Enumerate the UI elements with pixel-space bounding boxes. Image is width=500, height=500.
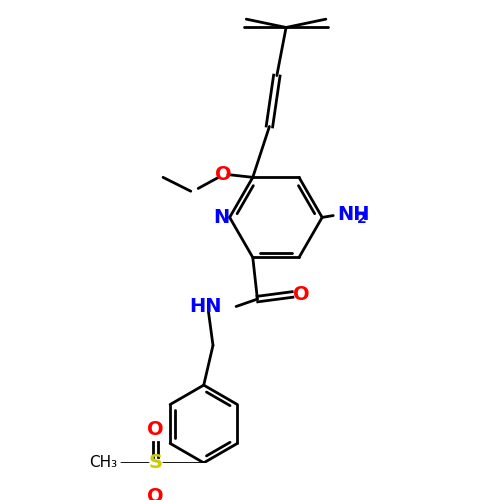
Text: 2: 2	[358, 212, 367, 226]
Text: N: N	[213, 208, 230, 227]
Text: O: O	[292, 285, 309, 304]
Text: CH₃: CH₃	[88, 456, 117, 470]
Text: S: S	[148, 454, 162, 472]
Text: O: O	[148, 486, 164, 500]
Text: HN: HN	[190, 297, 222, 316]
Text: NH: NH	[337, 205, 370, 224]
Text: O: O	[215, 165, 232, 184]
Text: O: O	[148, 420, 164, 439]
